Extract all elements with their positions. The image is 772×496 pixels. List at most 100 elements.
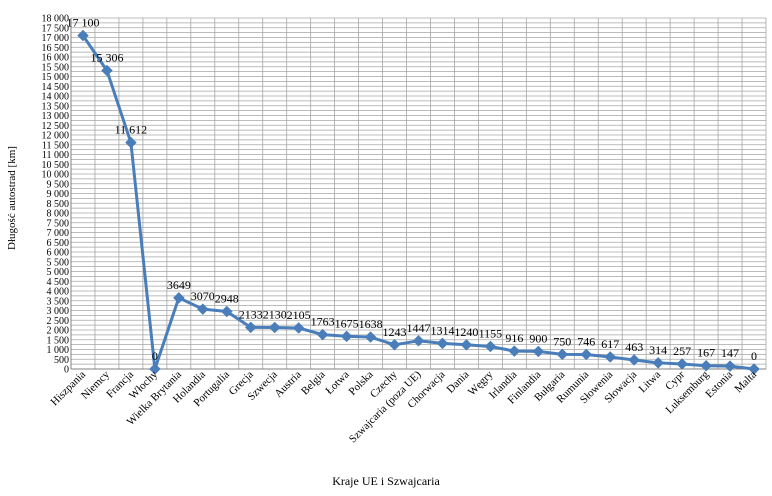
data-point-marker: [101, 64, 113, 77]
data-point-marker: [436, 337, 449, 350]
data-point-marker: [484, 340, 497, 353]
data-label: 1155: [479, 326, 503, 340]
y-tick-label: 16 500: [42, 43, 70, 54]
y-tick-label: 9 500: [47, 179, 70, 190]
data-point-marker: [604, 351, 617, 363]
data-label: 167: [697, 346, 715, 360]
y-tick-label: 6 000: [47, 248, 70, 259]
data-point-marker: [748, 363, 760, 375]
y-tick-label: 13 500: [42, 101, 70, 112]
y-tick-label: 17 500: [42, 23, 70, 34]
data-label: 617: [601, 337, 619, 351]
data-label: 1243: [383, 325, 407, 339]
y-tick-label: 15 500: [42, 62, 70, 73]
data-label: 2105: [287, 308, 311, 322]
data-label: 0: [751, 349, 757, 363]
y-tick-label: 18 000: [42, 14, 70, 25]
data-point-marker: [676, 358, 688, 370]
y-tick-label: 8 000: [47, 209, 70, 220]
data-label: 900: [529, 331, 547, 345]
data-point-marker: [628, 354, 641, 366]
y-tick-label: 16 000: [42, 53, 70, 64]
y-tick-label: 14 500: [42, 82, 70, 93]
y-tick-label: 13 000: [42, 111, 70, 122]
y-tick-label: 3 000: [47, 306, 70, 317]
y-axis-title: Długość autostrad [km]: [6, 146, 18, 250]
y-tick-label: 11 000: [42, 150, 69, 161]
y-tick-label: 11 500: [42, 140, 69, 151]
data-point-marker: [700, 359, 712, 372]
data-label: 11 612: [115, 123, 148, 137]
data-point-marker: [556, 348, 569, 361]
data-point-marker: [340, 330, 353, 343]
data-point-marker: [244, 321, 257, 334]
data-point-marker: [412, 334, 425, 347]
y-tick-label: 2 000: [47, 326, 70, 337]
y-tick-label: 5 500: [47, 257, 70, 268]
x-axis-title: Kraje UE i Szwajcaria: [332, 474, 440, 488]
data-label: 15 306: [90, 51, 123, 65]
data-label: 1638: [359, 317, 383, 331]
data-point-marker: [125, 136, 137, 149]
y-tick-label: 12 000: [42, 131, 70, 142]
data-label: 3649: [167, 278, 191, 292]
series: [77, 29, 760, 375]
y-tick-label: 7 000: [47, 228, 70, 239]
y-tick-label: 2 500: [47, 316, 70, 327]
data-point-marker: [220, 305, 233, 318]
data-point-marker: [580, 348, 593, 361]
data-point-marker: [149, 363, 161, 375]
data-label: 1447: [407, 321, 431, 335]
y-tick-label: 14 000: [42, 92, 70, 103]
series-line: [81, 34, 755, 371]
x-tick-label: Austria: [272, 369, 303, 400]
x-tick-label: Estonia: [703, 369, 735, 401]
axes: [70, 18, 766, 370]
data-label: 147: [721, 346, 739, 360]
data-point-marker: [532, 345, 545, 358]
data-point-marker: [196, 303, 209, 315]
data-label: 0: [152, 349, 158, 363]
data-label: 2948: [215, 292, 239, 306]
y-tick-label: 10 000: [42, 170, 70, 181]
x-tick-label: Łotwa: [323, 369, 351, 397]
data-label: 17 100: [66, 16, 99, 30]
y-tick-label: 15 000: [42, 72, 70, 83]
data-point-marker: [364, 331, 377, 343]
y-tick-label: 17 000: [42, 33, 70, 44]
grid: [70, 17, 767, 370]
data-label: 916: [505, 331, 523, 345]
y-tick-label: 8 500: [47, 199, 70, 210]
data-label: 463: [625, 340, 643, 354]
data-label: 257: [673, 344, 691, 358]
data-label: 2133: [239, 307, 263, 321]
data-label: 750: [553, 334, 571, 348]
data-point-marker: [316, 328, 329, 341]
data-point-marker: [508, 345, 521, 357]
y-tick-label: 1 000: [47, 345, 70, 356]
data-label: 1240: [454, 325, 478, 339]
y-tick-label: 12 500: [42, 121, 70, 132]
y-tick-label: 6 500: [47, 238, 70, 249]
x-tick-label: Belgia: [299, 369, 328, 398]
y-tick-label: 1 500: [47, 335, 70, 346]
data-point-marker: [652, 357, 665, 369]
data-label: 1675: [335, 316, 359, 330]
data-label: 1763: [311, 315, 335, 329]
y-tick-label: 7 500: [47, 218, 70, 229]
data-label: 746: [577, 334, 595, 348]
x-tick-label: Litwa: [637, 369, 664, 396]
data-point-marker: [724, 360, 736, 372]
data-point-marker: [388, 338, 401, 351]
y-tick-label: 0: [64, 365, 69, 376]
data-label: 3070: [191, 289, 215, 303]
y-tick-label: 4 500: [47, 277, 70, 288]
y-tick-label: 9 000: [47, 189, 70, 200]
y-tick-label: 5 000: [47, 267, 70, 278]
data-point-marker: [268, 321, 281, 334]
y-tick-label: 4 000: [47, 287, 70, 298]
y-tick-label: 10 500: [42, 160, 70, 171]
